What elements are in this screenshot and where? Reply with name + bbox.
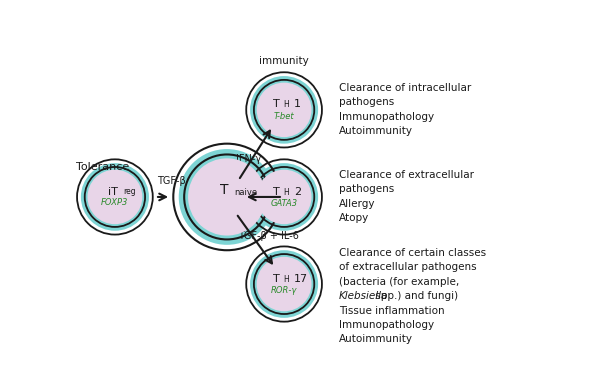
Ellipse shape: [257, 257, 312, 311]
Text: T: T: [273, 99, 280, 110]
Text: 17: 17: [294, 274, 308, 284]
Ellipse shape: [87, 170, 142, 224]
Text: iT: iT: [108, 186, 117, 197]
Text: IFN-γ: IFN-γ: [236, 154, 261, 164]
Text: IL-4: IL-4: [247, 178, 264, 188]
Text: Clearance of intracellular: Clearance of intracellular: [339, 83, 471, 93]
Text: Tolerance: Tolerance: [76, 162, 129, 172]
Text: (bacteria (for example,: (bacteria (for example,: [339, 277, 459, 287]
Text: T: T: [220, 183, 228, 197]
Text: pathogens: pathogens: [339, 184, 394, 194]
Text: ROR-γ: ROR-γ: [271, 286, 297, 295]
Text: Klebsiella: Klebsiella: [339, 291, 388, 301]
Text: GATA3: GATA3: [271, 199, 297, 208]
Text: H: H: [283, 101, 289, 110]
Text: naive: naive: [234, 188, 257, 197]
Ellipse shape: [250, 76, 318, 144]
Text: Atopy: Atopy: [339, 213, 369, 223]
Text: T: T: [273, 186, 280, 197]
Text: T-bet: T-bet: [274, 112, 294, 121]
Text: Clearance of certain classes: Clearance of certain classes: [339, 248, 486, 258]
Ellipse shape: [81, 163, 149, 231]
Ellipse shape: [257, 83, 312, 137]
Text: spp.) and fungi): spp.) and fungi): [372, 291, 458, 301]
Text: Autoimmunity: Autoimmunity: [339, 126, 413, 136]
Text: Tissue inflammation: Tissue inflammation: [339, 306, 445, 316]
Text: TGF-β: TGF-β: [156, 176, 185, 186]
Text: reg: reg: [123, 187, 136, 196]
Text: TGF-β + IL-6: TGF-β + IL-6: [238, 232, 299, 241]
Ellipse shape: [250, 163, 318, 231]
Ellipse shape: [257, 170, 312, 224]
Text: T: T: [273, 274, 280, 284]
Text: FOXP3: FOXP3: [101, 199, 129, 207]
Ellipse shape: [179, 149, 275, 245]
Text: Clearance of extracellular: Clearance of extracellular: [339, 170, 474, 180]
Text: H: H: [283, 275, 289, 284]
Text: of extracellular pathogens: of extracellular pathogens: [339, 262, 477, 273]
Ellipse shape: [250, 250, 318, 318]
Text: H: H: [283, 188, 289, 197]
Text: Autoimmunity: Autoimmunity: [339, 335, 413, 344]
Text: immunity: immunity: [259, 56, 309, 66]
Text: Immunopathology: Immunopathology: [339, 320, 434, 330]
Text: 2: 2: [294, 186, 301, 197]
Text: pathogens: pathogens: [339, 97, 394, 107]
Text: Immunopathology: Immunopathology: [339, 112, 434, 122]
Ellipse shape: [188, 158, 266, 236]
Text: Allergy: Allergy: [339, 199, 375, 209]
Text: 1: 1: [294, 99, 301, 110]
